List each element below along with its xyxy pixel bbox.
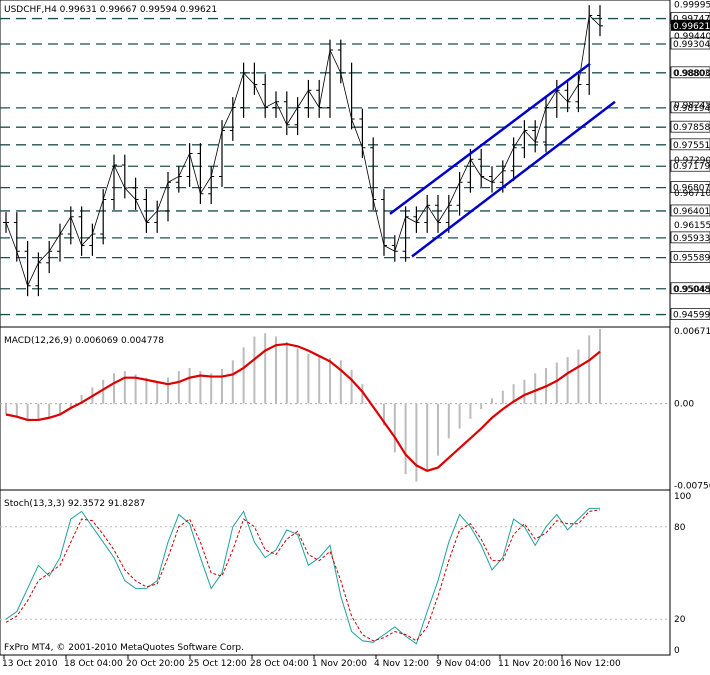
level-label-box: [670, 282, 710, 295]
price-series: [3, 5, 603, 297]
level-label: 0.96807: [673, 184, 710, 194]
level-label: 0.95589: [673, 254, 710, 264]
time-tick-label: 16 Nov 12:00: [560, 659, 621, 669]
price-pane: [0, 0, 671, 328]
current-price-label: 0.99621: [673, 22, 710, 32]
time-tick-label: 28 Oct 04:00: [250, 659, 309, 669]
level-label: 0.98194: [673, 104, 710, 114]
horizontal-levels: 0.99747 0.99304 0.98803 0.98194 0.97858 0.975…: [0, 12, 710, 321]
stoch-header: Stoch(13,3,3) 92.3572 91.8287: [4, 499, 145, 509]
macd-header: MACD(12,26,9) 0.006069 0.004778: [4, 336, 164, 346]
trend-channel: [389, 62, 616, 258]
price-tick-label: 0.96710: [674, 189, 710, 199]
level-label-box: [670, 138, 710, 151]
time-tick-label: 20 Oct 20:00: [126, 659, 185, 669]
footer-copyright: FxPro MT4, © 2001-2010 MetaQuotes Softwa…: [4, 643, 244, 653]
price-tick-label: 0.98245: [674, 101, 710, 111]
time-tick-label: 9 Nov 04:00: [436, 659, 491, 669]
level-label: 0.96401: [673, 207, 710, 217]
time-tick-label: 25 Oct 12:00: [188, 659, 247, 669]
level-label-box: [670, 37, 710, 50]
level-label: 0.97551: [673, 141, 710, 151]
level-label-box: [670, 181, 710, 193]
macd-signal-line: [5, 342, 601, 473]
price-tick-label: 0.95045: [674, 285, 710, 295]
macd-tick-label: 0.00: [674, 400, 694, 410]
macd-tick-label: 0.006718: [674, 327, 710, 337]
level-label: 0.99304: [673, 40, 710, 50]
price-tick-label: 0.99995: [674, 0, 710, 10]
time-tick-label: 11 Nov 20:00: [498, 659, 559, 669]
time-tick-label: 18 Oct 04:00: [64, 659, 123, 669]
time-tick-label: 13 Oct 2010: [2, 659, 58, 669]
price-tick-label: 0.97290: [674, 156, 710, 166]
level-label: 0.98803: [673, 69, 710, 79]
stoch-pane: [0, 489, 671, 656]
price-close-line: [5, 14, 601, 287]
price-tick-label: 0.96155: [674, 221, 710, 231]
stoch-tick-label: 80: [674, 523, 686, 533]
current-price-box: [671, 19, 710, 31]
stoch-tick-label: 100: [674, 492, 691, 502]
time-tick-label: 1 Nov 20:00: [312, 659, 367, 669]
stoch-series: [5, 507, 601, 645]
stoch-tick-label: 0: [674, 646, 680, 656]
time-tick-label: 4 Nov 12:00: [374, 659, 429, 669]
level-label: 0.95048: [673, 285, 710, 295]
level-label-box: [670, 204, 710, 217]
stoch-tick-label: 20: [674, 615, 686, 625]
price-tick-label: 0.98800: [674, 69, 710, 79]
channel-lower-line: [411, 100, 616, 258]
level-label-box: [670, 231, 710, 244]
channel-upper-line: [389, 62, 591, 215]
level-label: 0.95933: [673, 234, 710, 244]
level-label-box: [670, 101, 710, 114]
stoch-d-line: [5, 509, 601, 642]
level-label: 0.94599: [673, 311, 710, 321]
level-label: 0.97858: [673, 123, 710, 133]
level-label-box: [670, 120, 710, 133]
macd-series: [5, 328, 601, 482]
level-label: 0.99747: [673, 15, 710, 25]
grid-lines: [0, 403, 670, 620]
stoch-k-line: [5, 507, 600, 645]
level-label: 0.97179: [673, 162, 710, 172]
price-tick-label: 0.99440: [674, 32, 710, 42]
macd-tick-label: -0.007569: [674, 482, 710, 492]
level-label-box: [670, 308, 710, 320]
level-label-box: [670, 159, 710, 172]
level-label-box: [670, 66, 710, 79]
price-header: USDCHF,H4 0.99631 0.99667 0.99594 0.9962…: [4, 5, 217, 15]
level-label-box: [670, 251, 710, 264]
macd-pane: [0, 326, 671, 491]
